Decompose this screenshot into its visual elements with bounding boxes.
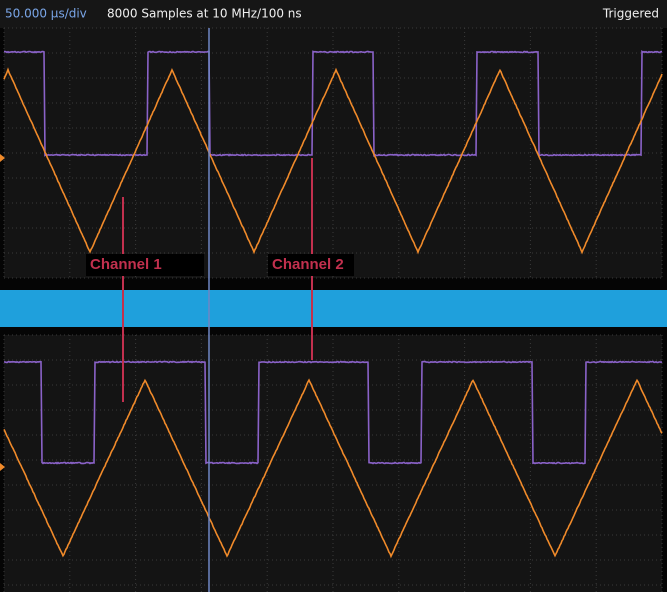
timebase: 50.000 µs/div (5, 7, 87, 21)
header-bar (0, 0, 667, 28)
channel-label: Channel 1 (90, 256, 162, 273)
channel-label: Channel 2 (272, 256, 344, 273)
divider-band (0, 290, 667, 327)
acquisition-info: 8000 Samples at 10 MHz/100 ns (107, 7, 302, 21)
trigger-status: Triggered (602, 7, 659, 21)
